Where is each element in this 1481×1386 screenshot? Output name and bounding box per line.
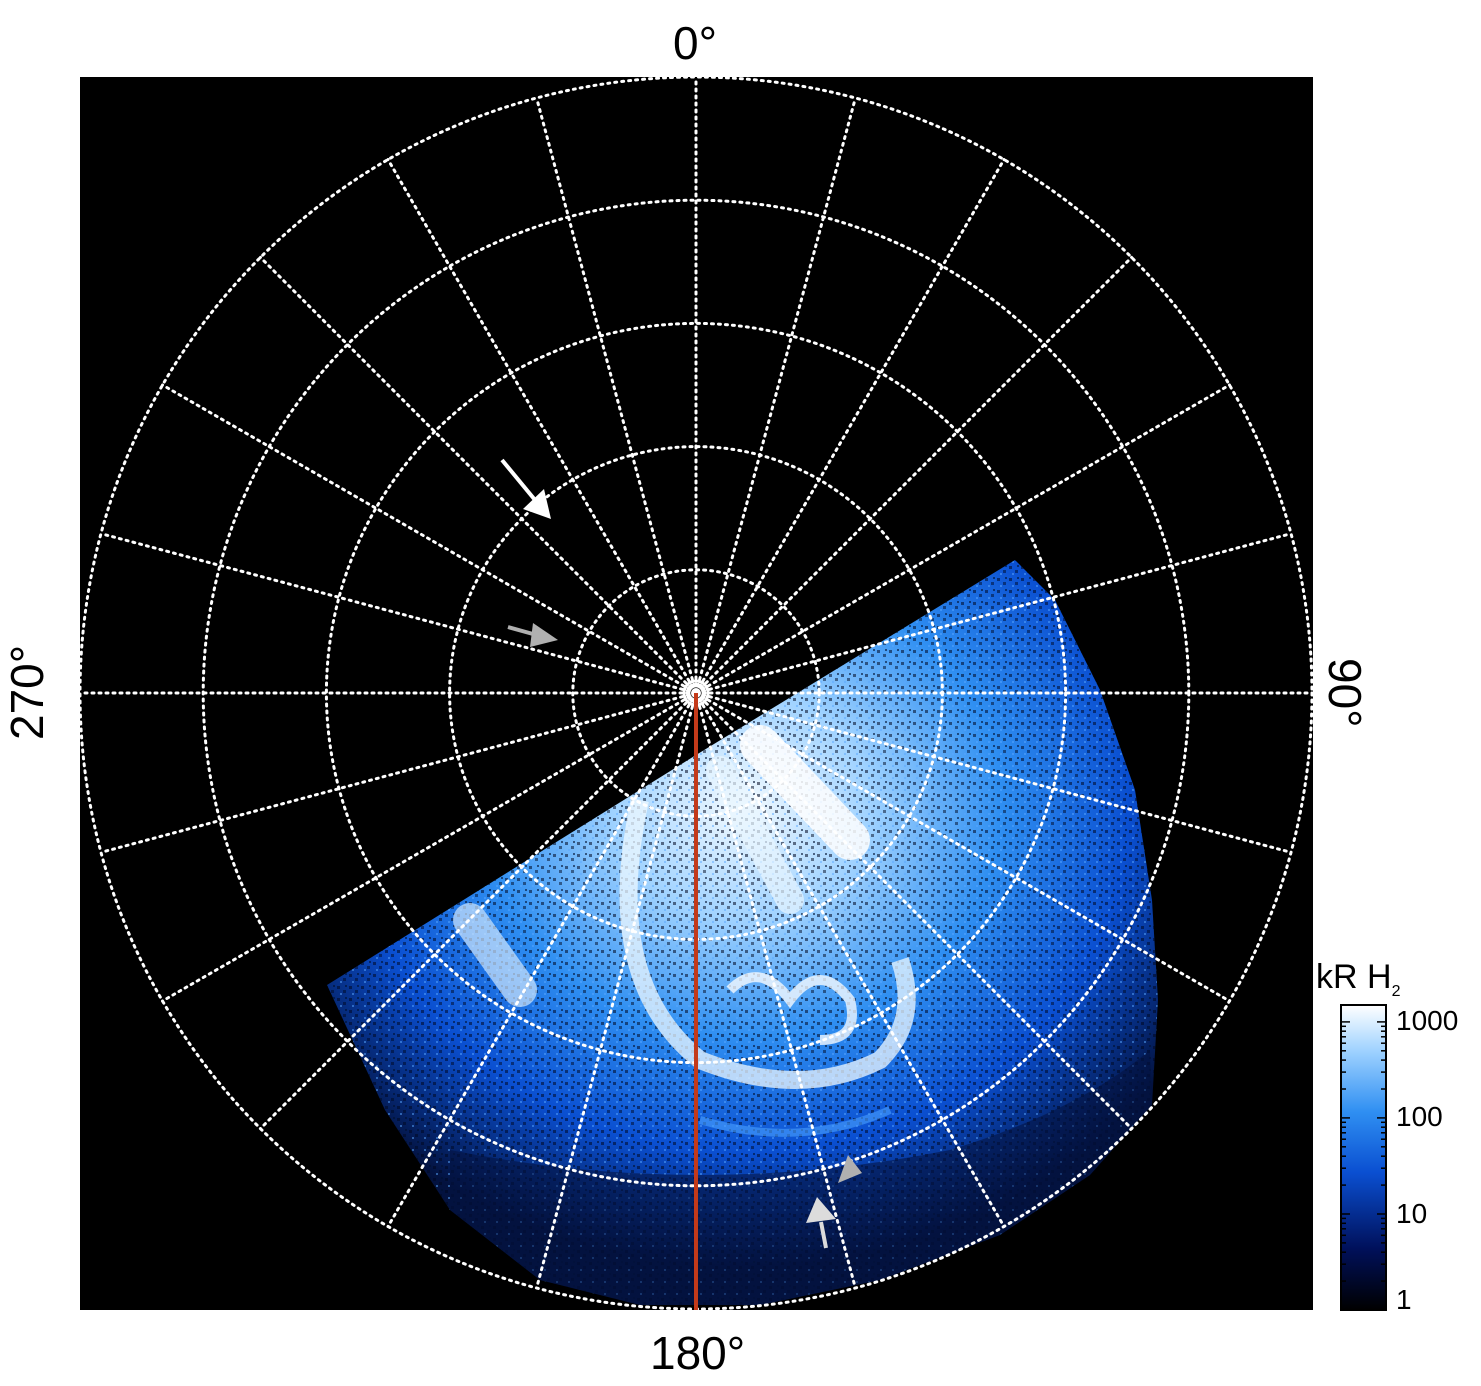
label-180-deg: 180° [650,1327,746,1379]
bright-streak-3 [453,903,537,1007]
colorbar-title-subscript: 2 [1391,982,1401,1000]
grid-meridian [694,255,1134,695]
main-auroral-oval-arc [619,798,916,1089]
grid-meridian [694,158,1006,695]
colorbar-tick-label: 1000 [1396,1005,1459,1036]
colorbar-tick-marks [1341,1021,1386,1311]
grid-meridian [161,691,698,1003]
grid-meridian [694,96,857,695]
label-90-deg: 90° [1319,658,1371,728]
grid-meridian [694,383,1231,695]
grid-meridian [694,691,1134,1131]
gray-arrow-upper [507,623,558,647]
label-270-deg: 270° [1,644,53,740]
grid-meridian [694,691,857,1290]
colorbar [1340,1004,1387,1311]
grid-meridian [99,532,698,695]
label-0-deg: 0° [673,17,717,69]
bright-streak-2 [706,756,804,914]
colorbar-title-text: kR H [1316,958,1392,996]
grid-meridian [258,255,698,695]
grid-meridian [694,532,1293,695]
colorbar-title: kR H2 [1316,960,1400,1009]
grid-meridian [258,691,698,1131]
grid-meridian [535,691,698,1290]
grid-meridian [161,383,698,695]
bright-streak-1 [740,725,870,860]
lower-arc-feature [698,1106,892,1137]
white-arrow-upper [500,458,551,519]
grid-meridian [694,691,1006,1228]
grid-meridian [386,691,698,1228]
aurora-noise-overlay [327,560,1158,1305]
grid-meridian [99,691,698,854]
white-arrow-lower [806,1197,836,1249]
aurora-outer-dim-band [450,1050,1152,1305]
grid-ring [571,568,821,818]
colorbar-tick-label: 10 [1396,1198,1428,1229]
gray-arrow-lower [838,1155,862,1183]
grid-meridian [694,691,1293,854]
grid-meridian [694,691,1231,1003]
grid-meridian [535,96,698,695]
colorbar-tick-label: 1 [1396,1284,1412,1315]
grid-meridian [386,158,698,695]
colorbar-tick-label: 100 [1396,1101,1443,1132]
polar-grid [80,77,1313,1310]
